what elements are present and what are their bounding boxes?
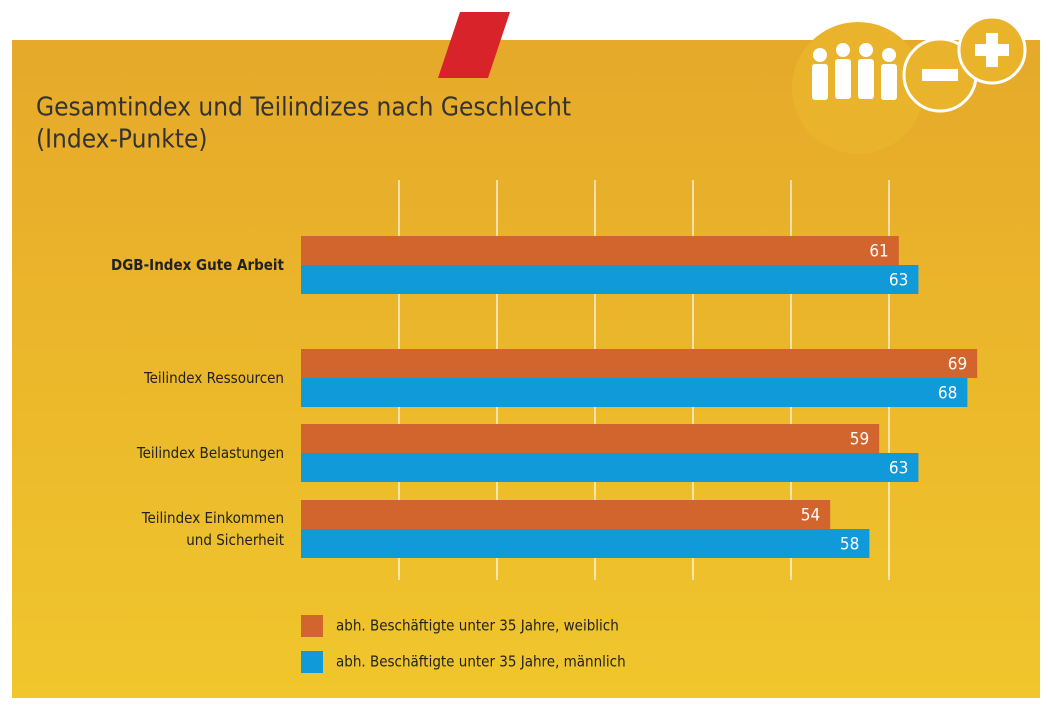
value-label: 59 <box>850 430 869 450</box>
minus-sign <box>922 69 958 81</box>
value-label: 69 <box>948 355 967 375</box>
value-label: 68 <box>938 384 957 404</box>
category-label: Teilindex Ressourcen <box>143 369 284 387</box>
people-icon <box>812 43 897 100</box>
value-label: 54 <box>801 506 820 526</box>
legend-label: abh. Beschäftigte unter 35 Jahre, männli… <box>336 653 626 671</box>
value-label: 58 <box>840 535 859 555</box>
bar <box>301 378 968 407</box>
bar <box>301 500 831 529</box>
value-label: 63 <box>889 459 908 479</box>
value-label: 61 <box>869 242 888 262</box>
value-label: 63 <box>889 271 908 291</box>
bar <box>301 349 978 378</box>
plus-sign <box>986 33 998 67</box>
legend-label: abh. Beschäftigte unter 35 Jahre, weibli… <box>336 617 619 635</box>
category-label: DGB-Index Gute Arbeit <box>111 256 284 274</box>
chart-title: Gesamtindex und Teilindizes nach Geschle… <box>36 93 571 123</box>
chart-subtitle: (Index-Punkte) <box>36 125 207 155</box>
category-label: Teilindex Einkommen und Sicherheit <box>141 509 284 549</box>
bar <box>301 453 919 482</box>
category-label: Teilindex Belastungen <box>136 444 284 462</box>
bar <box>301 236 899 265</box>
bar <box>301 265 919 294</box>
red-accent <box>438 12 510 78</box>
legend-swatch <box>301 651 323 673</box>
bar <box>301 424 880 453</box>
legend-swatch <box>301 615 323 637</box>
bar <box>301 529 870 558</box>
